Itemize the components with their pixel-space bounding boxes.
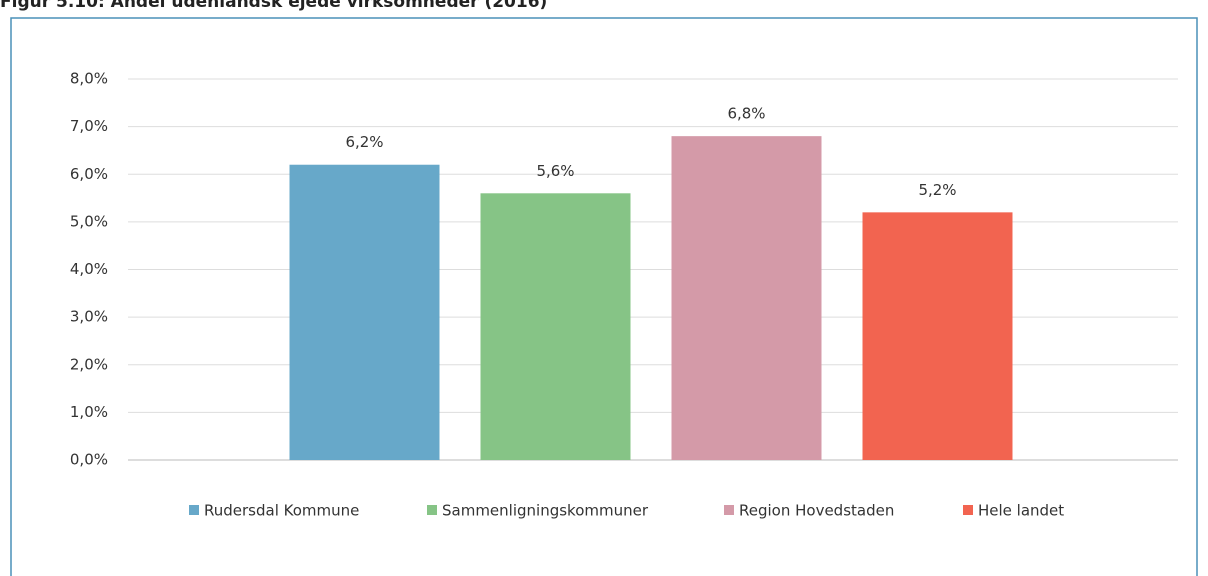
y-tick-label: 6,0%: [70, 165, 108, 183]
legend-swatch: [963, 505, 973, 515]
legend-label: Rudersdal Kommune: [204, 502, 359, 520]
y-tick-label: 2,0%: [70, 355, 108, 373]
chart-title: Figur 5.10: Andel udenlandsk ejede virks…: [0, 0, 547, 12]
bar: [671, 136, 822, 460]
y-tick-label: 8,0%: [70, 70, 108, 88]
value-label: 5,2%: [918, 181, 956, 199]
legend-swatch: [189, 505, 199, 515]
legend-label: Region Hovedstaden: [739, 502, 894, 520]
legend-swatch: [427, 505, 437, 515]
frame: [10, 17, 1198, 576]
y-tick-label: 0,0%: [70, 451, 108, 469]
y-tick-label: 3,0%: [70, 308, 108, 326]
bar: [480, 193, 631, 461]
y-tick-label: 7,0%: [70, 117, 108, 135]
legend-swatch: [724, 505, 734, 515]
value-label: 6,2%: [345, 133, 383, 151]
value-label: 5,6%: [536, 162, 574, 180]
legend-label: Sammenligningskommuner: [442, 502, 649, 520]
y-tick-label: 4,0%: [70, 260, 108, 278]
y-tick-label: 5,0%: [70, 212, 108, 230]
value-label: 6,8%: [727, 105, 765, 123]
bar: [862, 212, 1013, 460]
y-tick-label: 1,0%: [70, 403, 108, 421]
legend-label: Hele landet: [978, 502, 1064, 520]
bar: [289, 164, 440, 460]
